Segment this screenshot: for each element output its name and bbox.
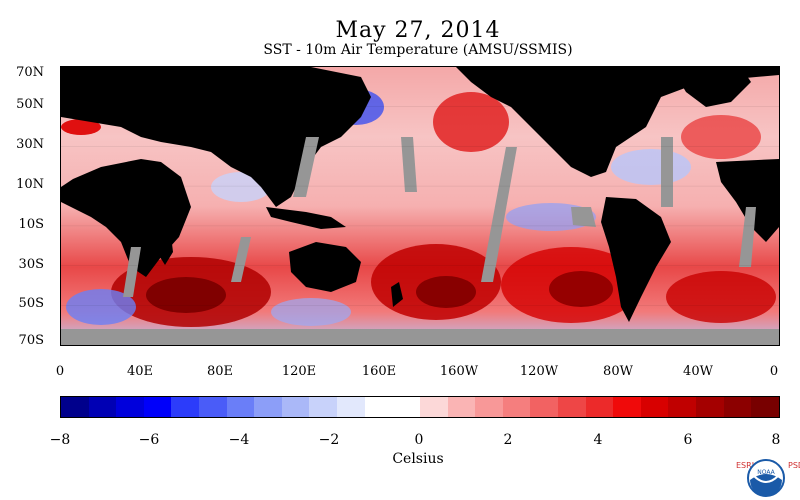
esrl-letters: ESRL bbox=[736, 461, 757, 470]
lon-label: 40W bbox=[683, 364, 713, 379]
colorbar-cell bbox=[171, 397, 200, 417]
colorbar-cell bbox=[88, 397, 117, 417]
missing-swath bbox=[231, 237, 251, 282]
colorbar-unit: Celsius bbox=[392, 451, 444, 467]
noaa-emblem-text: NOAA bbox=[757, 469, 775, 476]
colorbar-tick-label: 0 bbox=[414, 432, 424, 448]
noaa-emblem-icon: NOAA bbox=[747, 459, 785, 497]
colorbar-tick-label: −6 bbox=[138, 432, 160, 448]
lon-label: 80W bbox=[603, 364, 633, 379]
colorbar-cell bbox=[447, 397, 476, 417]
colorbar-cell bbox=[309, 397, 338, 417]
psd-letters: PSD bbox=[788, 461, 800, 470]
africa-landmass bbox=[61, 159, 191, 277]
lat-label: 10N bbox=[16, 177, 44, 192]
missing-swath bbox=[739, 207, 756, 267]
lon-label: 40E bbox=[126, 364, 154, 379]
lat-label: 30N bbox=[16, 137, 44, 152]
lon-label: 120E bbox=[281, 364, 317, 379]
lat-label: 70N bbox=[16, 65, 44, 80]
graticule bbox=[61, 106, 779, 306]
anomaly-patch bbox=[416, 276, 476, 308]
colorbar-tick-label: −2 bbox=[318, 432, 340, 448]
anomaly-patch bbox=[61, 119, 101, 135]
colorbar-cell bbox=[502, 397, 531, 417]
anomaly-patch bbox=[433, 92, 509, 152]
colorbar-tick-label: 4 bbox=[593, 432, 603, 448]
missing-swath bbox=[401, 137, 417, 192]
indonesia-landmass bbox=[266, 207, 346, 229]
colorbar-cell bbox=[557, 397, 586, 417]
colorbar-cell bbox=[723, 397, 752, 417]
noaa-esrl-logo: ESRL PSD NOAA bbox=[734, 458, 800, 498]
colorbar-cell bbox=[143, 397, 172, 417]
colorbar bbox=[60, 396, 780, 418]
north-america-landmass bbox=[456, 67, 779, 177]
colorbar-tick-label: 6 bbox=[683, 432, 693, 448]
lon-label: 160W bbox=[439, 364, 479, 379]
colorbar-cell bbox=[281, 397, 310, 417]
south-america-landmass bbox=[601, 197, 671, 322]
lat-label: 70S bbox=[18, 333, 44, 348]
colorbar-cell bbox=[585, 397, 614, 417]
colorbar-cell bbox=[337, 397, 365, 417]
colorbar-cell bbox=[419, 397, 448, 417]
colorbar-cell bbox=[254, 397, 282, 417]
colorbar-tick-label: 8 bbox=[771, 432, 781, 448]
colorbar-cell bbox=[364, 397, 393, 417]
africa-east-landmass bbox=[716, 159, 779, 242]
colorbar-cell bbox=[530, 397, 558, 417]
anomaly-patch bbox=[271, 298, 351, 326]
lat-label: 10S bbox=[18, 217, 44, 232]
colorbar-cell bbox=[475, 397, 503, 417]
missing-swath bbox=[481, 147, 517, 282]
new-zealand-landmass bbox=[391, 282, 403, 307]
colorbar-cell bbox=[116, 397, 144, 417]
colorbar-cell bbox=[696, 397, 724, 417]
map-subtitle: SST - 10m Air Temperature (AMSU/SSMIS) bbox=[263, 42, 573, 58]
lon-label: 80E bbox=[206, 364, 234, 379]
colorbar-cell bbox=[199, 397, 227, 417]
eurasia-landmass bbox=[61, 67, 371, 207]
colorbar-tick-label: −8 bbox=[49, 432, 71, 448]
lon-label: 0 bbox=[55, 364, 65, 379]
lat-label: 50N bbox=[16, 97, 44, 112]
colorbar-cell bbox=[613, 397, 641, 417]
missing-swath bbox=[661, 137, 673, 207]
southern-missing-band bbox=[61, 329, 779, 345]
temperature-map bbox=[61, 67, 779, 345]
lat-label: 30S bbox=[18, 257, 44, 272]
missing-swath bbox=[293, 137, 319, 197]
colorbar-tick-label: 2 bbox=[503, 432, 513, 448]
australia-landmass bbox=[289, 242, 361, 292]
anomaly-patch bbox=[66, 289, 136, 325]
colorbar-cell bbox=[61, 397, 89, 417]
lat-label: 50S bbox=[18, 296, 44, 311]
lon-label: 160E bbox=[361, 364, 397, 379]
missing-data-swaths bbox=[123, 137, 756, 297]
greenland-landmass bbox=[671, 67, 751, 107]
landmasses bbox=[61, 67, 779, 322]
map-title: May 27, 2014 bbox=[335, 18, 501, 43]
anomaly-patch bbox=[681, 115, 761, 159]
colorbar-tick-label: −4 bbox=[228, 432, 250, 448]
missing-swath bbox=[571, 207, 596, 227]
anomaly-patch bbox=[146, 277, 226, 313]
map-panel bbox=[60, 66, 780, 346]
missing-swath bbox=[123, 247, 141, 297]
colorbar-cell bbox=[668, 397, 697, 417]
colorbar-cell bbox=[226, 397, 255, 417]
colorbar-cell bbox=[392, 397, 420, 417]
lon-label: 120W bbox=[519, 364, 559, 379]
anomaly-patch bbox=[666, 271, 776, 323]
colorbar-cell bbox=[640, 397, 669, 417]
lon-label: 0 bbox=[769, 364, 779, 379]
madagascar-landmass bbox=[160, 235, 173, 265]
anomaly-patch bbox=[549, 271, 613, 307]
anomaly-patch bbox=[611, 149, 691, 185]
colorbar-cell bbox=[751, 397, 779, 417]
